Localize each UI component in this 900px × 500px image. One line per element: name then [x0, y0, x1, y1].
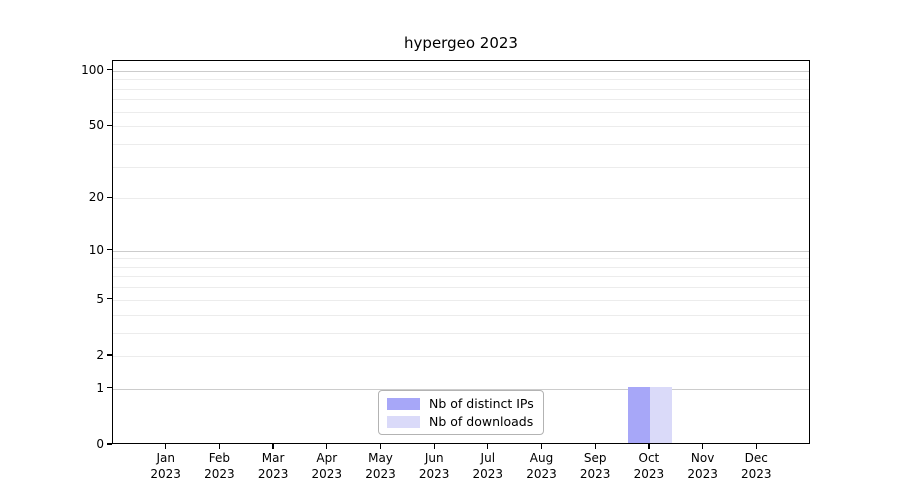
x-tick-label-month: May [368, 451, 393, 465]
x-tick [326, 444, 328, 449]
gridline-minor [113, 314, 809, 316]
x-tick-label: Sep 2023 [563, 450, 627, 482]
legend-swatch-distinct-ips [387, 397, 420, 410]
gridline-major [113, 388, 809, 390]
x-tick-label-month: Mar [261, 451, 285, 465]
legend-label-distinct-ips: Nb of distinct IPs [429, 396, 534, 411]
x-tick-label-month: Jul [480, 451, 496, 465]
x-tick-label: Oct 2023 [617, 450, 681, 482]
x-tick-label-year: 2023 [633, 467, 665, 481]
legend-item-distinct-ips: Nb of distinct IPs [387, 396, 534, 411]
gridline-minor [113, 111, 809, 113]
x-tick-label-month: Nov [690, 451, 715, 465]
gridline-minor [113, 166, 809, 168]
y-tick [107, 124, 112, 126]
x-tick-label-year: 2023 [526, 467, 557, 481]
y-tick [107, 249, 112, 251]
gridline-minor [113, 355, 809, 357]
gridline-minor [113, 276, 809, 278]
x-tick-label-month: Oct [638, 451, 660, 465]
gridline-minor [113, 198, 809, 200]
chart-title: hypergeo 2023 [404, 34, 518, 52]
gridline-minor [113, 143, 809, 145]
legend-label-downloads: Nb of downloads [429, 414, 534, 429]
x-tick [487, 444, 489, 449]
x-tick-label-year: 2023 [311, 467, 343, 481]
x-tick [755, 444, 757, 449]
x-tick-label-month: Apr [316, 451, 338, 465]
gridline-minor [113, 99, 809, 101]
bar-nb-of-distinct-ips [627, 386, 650, 443]
x-tick [218, 444, 220, 449]
gridline-minor [113, 266, 809, 268]
gridline-minor [113, 258, 809, 260]
x-tick-label-month: Feb [208, 451, 231, 465]
x-tick-label-month: Dec [744, 451, 768, 465]
x-tick-label: Mar 2023 [241, 450, 305, 482]
x-tick [594, 444, 596, 449]
gridline-minor [113, 299, 809, 301]
x-tick-label: Nov 2023 [671, 450, 735, 482]
gridline-minor [113, 126, 809, 128]
y-tick-label: 5 [96, 291, 104, 306]
y-tick [107, 196, 112, 198]
gridline-minor [113, 332, 809, 334]
x-tick-label-year: 2023 [204, 467, 235, 481]
x-tick-label: Jul 2023 [456, 450, 520, 482]
y-tick [107, 298, 112, 300]
legend-item-downloads: Nb of downloads [387, 414, 534, 429]
x-tick-label-year: 2023 [418, 467, 450, 481]
y-tick [107, 387, 112, 389]
x-tick-label-year: 2023 [741, 467, 772, 481]
x-tick-label-month: Sep [583, 451, 607, 465]
plot-area [112, 60, 810, 444]
x-tick-label: Jun 2023 [402, 450, 466, 482]
x-tick [648, 444, 650, 449]
x-tick-label-month: Jun [424, 451, 444, 465]
x-tick-label-year: 2023 [365, 467, 396, 481]
y-tick-label: 100 [81, 62, 104, 77]
y-tick-label: 20 [88, 190, 104, 205]
x-tick-label-month: Jan [156, 451, 175, 465]
x-tick-label: Dec 2023 [724, 450, 788, 482]
y-tick-label: 10 [88, 242, 104, 257]
y-tick [107, 443, 112, 445]
x-tick [433, 444, 435, 449]
y-tick-label: 50 [88, 118, 104, 133]
bar-nb-of-downloads [649, 386, 672, 443]
y-tick-label: 2 [96, 347, 104, 362]
x-tick-label: Feb 2023 [187, 450, 251, 482]
x-tick-label-year: 2023 [257, 467, 289, 481]
gridline-major [113, 70, 809, 72]
x-tick-label-year: 2023 [579, 467, 611, 481]
y-tick [107, 354, 112, 356]
x-tick [379, 444, 382, 449]
x-tick-label-month: Aug [529, 451, 554, 465]
x-tick [272, 444, 274, 449]
x-tick [702, 444, 704, 449]
x-tick-label: Jan 2023 [134, 450, 198, 482]
gridline-minor [113, 88, 809, 90]
x-tick [165, 444, 167, 449]
x-tick [540, 444, 543, 449]
x-tick-label: Apr 2023 [295, 450, 359, 482]
gridline-minor [113, 287, 809, 289]
x-tick-label-year: 2023 [472, 467, 504, 481]
gridline-minor [113, 79, 809, 81]
y-tick [107, 69, 112, 71]
x-tick-label-year: 2023 [687, 467, 718, 481]
legend: Nb of distinct IPs Nb of downloads [378, 390, 544, 435]
x-tick-label-year: 2023 [150, 467, 181, 481]
y-tick-label: 0 [96, 437, 104, 451]
x-tick-label: May 2023 [349, 450, 413, 482]
x-tick-label: Aug 2023 [510, 450, 574, 482]
legend-swatch-downloads [387, 415, 420, 428]
gridline-major [113, 250, 809, 252]
y-tick-label: 1 [96, 380, 104, 395]
